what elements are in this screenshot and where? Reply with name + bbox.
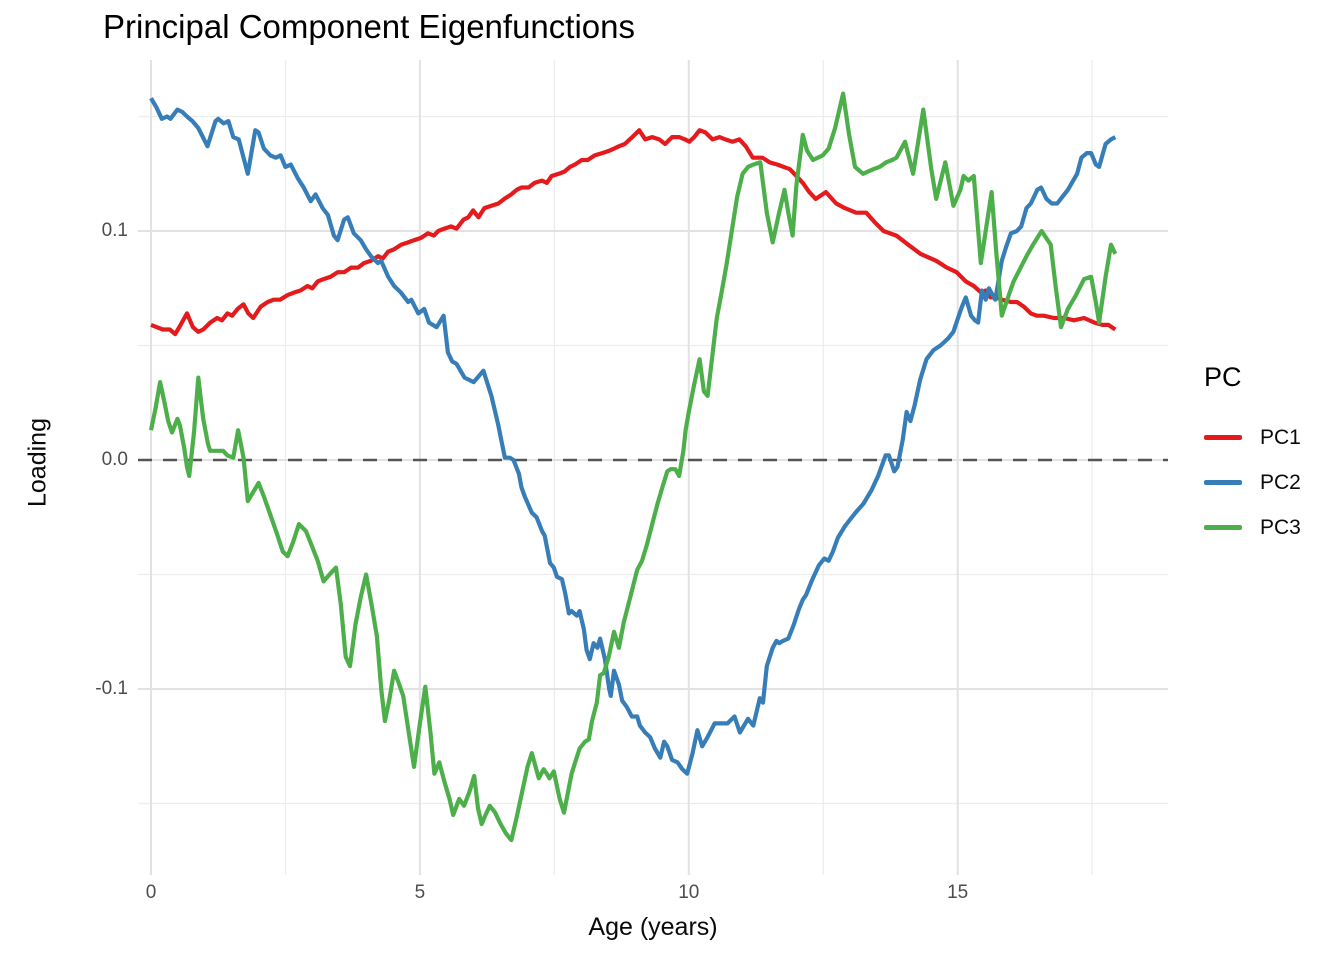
legend-label: PC3 bbox=[1260, 515, 1301, 539]
x-axis-title: Age (years) bbox=[588, 913, 718, 941]
legend-title: PC bbox=[1204, 362, 1242, 392]
legend-entry-pc1: PC1 bbox=[1204, 415, 1301, 460]
legend-key-line-pc3 bbox=[1204, 525, 1242, 530]
y-tick-label: -0.1 bbox=[95, 678, 128, 699]
legend-entry-pc3: PC3 bbox=[1204, 505, 1301, 550]
legend: PC PC1 PC2 PC3 bbox=[1204, 362, 1301, 550]
y-tick-label: 0.1 bbox=[101, 220, 128, 241]
series-line-pc1 bbox=[150, 128, 1117, 337]
legend-key-line-pc1 bbox=[1204, 435, 1242, 440]
x-tick-label: 10 bbox=[678, 882, 700, 903]
series-line-pc3 bbox=[148, 91, 1118, 843]
chart-title: Principal Component Eigenfunctions bbox=[103, 8, 635, 45]
legend-label: PC2 bbox=[1260, 470, 1301, 494]
legend-key-line-pc2 bbox=[1204, 480, 1242, 485]
legend-entry-pc2: PC2 bbox=[1204, 460, 1301, 505]
x-tick-label: 0 bbox=[145, 882, 157, 903]
series-line-pc2 bbox=[149, 97, 1117, 776]
y-tick-label: 0.0 bbox=[101, 449, 128, 470]
legend-entries: PC1 PC2 PC3 bbox=[1204, 415, 1301, 550]
legend-label: PC1 bbox=[1260, 425, 1301, 449]
x-tick-label: 5 bbox=[414, 882, 426, 903]
x-tick-label: 15 bbox=[947, 882, 969, 903]
